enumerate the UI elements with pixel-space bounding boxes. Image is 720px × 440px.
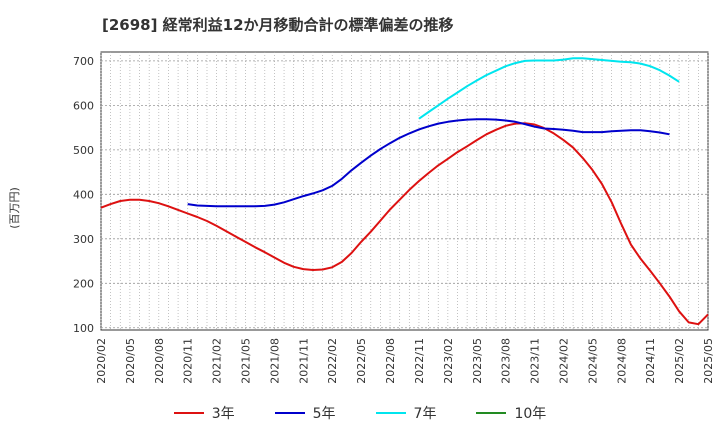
legend-label: 7年 — [413, 406, 437, 422]
y-tick-label: 600 — [73, 99, 94, 112]
legend-swatch — [274, 412, 305, 414]
x-tick-label: 2023/08 — [500, 338, 513, 384]
x-tick-label: 2023/11 — [529, 338, 542, 384]
x-tick-label: 2022/02 — [326, 338, 339, 384]
x-tick-label: 2021/08 — [268, 338, 281, 384]
chart-title: [2698] 経常利益12か月移動合計の標準偏差の推移 — [102, 16, 454, 34]
legend-item: 5年 — [274, 403, 336, 423]
legend-swatch — [173, 412, 204, 414]
y-tick-label: 400 — [73, 188, 94, 201]
series-line-2 — [418, 57, 680, 120]
legend-item: 7年 — [375, 403, 437, 423]
x-tick-label: 2024/11 — [644, 338, 657, 384]
x-tick-label: 2022/05 — [355, 338, 368, 384]
y-tick-label: 300 — [73, 233, 94, 246]
legend-item: 10年 — [476, 403, 546, 423]
y-tick-labels: 100 200 300 400 500 600 700 — [73, 55, 94, 335]
x-tick-label: 2020/08 — [153, 338, 166, 384]
y-tick-label: 200 — [73, 277, 94, 290]
x-tick-label: 2024/05 — [586, 338, 599, 384]
legend-swatch — [375, 412, 406, 414]
legend-label: 5年 — [312, 406, 336, 422]
x-tick-label: 2025/05 — [702, 338, 715, 384]
y-tick-label: 700 — [73, 55, 94, 68]
legend-label: 10年 — [514, 406, 547, 422]
x-tick-label: 2022/08 — [384, 338, 397, 384]
x-tick-label: 2022/11 — [413, 338, 426, 384]
y-tick-label: 500 — [73, 144, 94, 157]
x-tick-label: 2020/11 — [182, 338, 195, 384]
series-line-0 — [100, 122, 709, 326]
plot-frame — [100, 51, 709, 331]
x-tick-label: 2024/02 — [557, 338, 570, 384]
series-lines — [100, 57, 709, 326]
y-tick-label: 100 — [73, 322, 94, 335]
series-line-1 — [187, 118, 670, 208]
x-tick-label: 2021/05 — [240, 338, 253, 384]
legend-swatch — [476, 412, 507, 414]
legend: 3年 5年 7年 10年 — [0, 403, 720, 423]
legend-item: 3年 — [173, 403, 235, 423]
x-tick-label: 2020/02 — [95, 338, 108, 384]
x-tick-label: 2023/05 — [471, 338, 484, 384]
x-tick-labels: 2020/02 2020/05 2020/08 2020/11 2021/02 2021/… — [95, 338, 715, 384]
x-tick-label: 2023/02 — [442, 338, 455, 384]
x-tick-label: 2024/08 — [615, 338, 628, 384]
x-tick-label: 2021/02 — [211, 338, 224, 384]
x-tick-label: 2021/11 — [297, 338, 310, 384]
x-tick-label: 2020/05 — [124, 338, 137, 384]
x-tick-label: 2025/02 — [673, 338, 686, 384]
legend-label: 3年 — [211, 406, 235, 422]
